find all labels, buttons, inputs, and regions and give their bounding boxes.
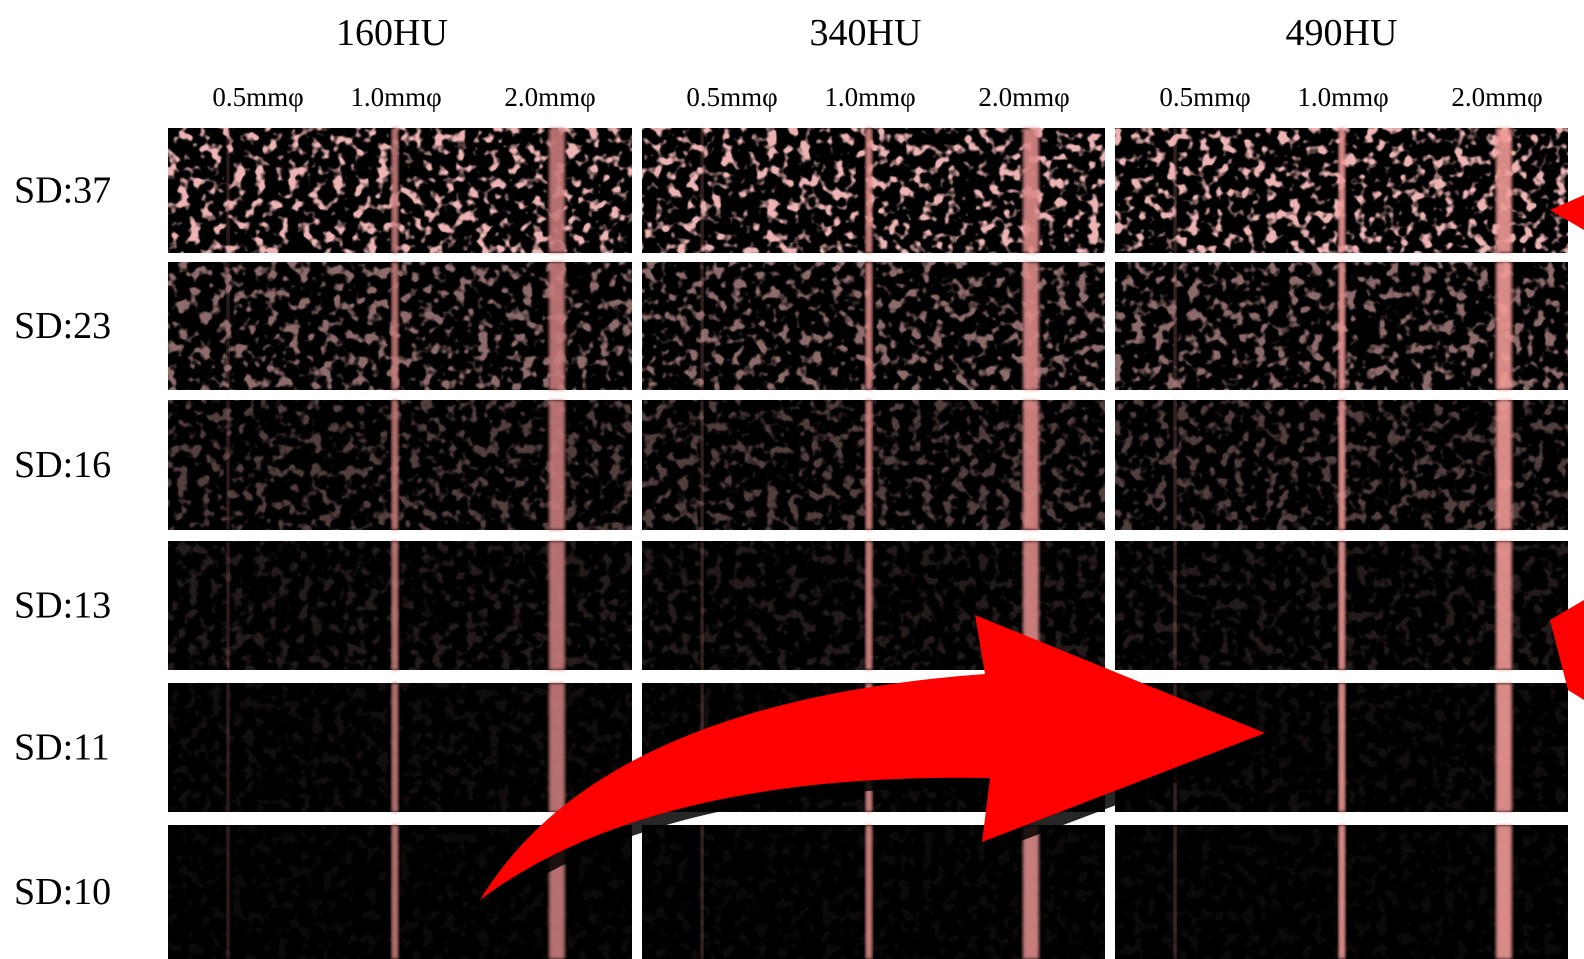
- vessel-label: 1.0mmφ: [350, 82, 441, 112]
- column-title: 340HU: [810, 12, 922, 54]
- vessel-stripe: [549, 683, 565, 812]
- vessel-stripe: [391, 541, 398, 670]
- vessel-stripe: [1023, 262, 1039, 390]
- vessel-stripe: [701, 262, 704, 390]
- vessel-stripe: [549, 541, 565, 670]
- vessel-stripe: [1496, 825, 1512, 959]
- vessel-label: 2.0mmφ: [978, 82, 1069, 112]
- vessel-stripe: [1496, 400, 1512, 530]
- vessel-stripe: [391, 262, 398, 390]
- vessel-label: 2.0mmφ: [1451, 82, 1542, 112]
- vessel-label: 0.5mmφ: [1159, 82, 1250, 112]
- row-label: SD:37: [14, 170, 111, 212]
- vessel-stripe: [701, 825, 704, 959]
- vessel-stripe: [1338, 825, 1345, 959]
- vessel-stripe: [865, 400, 872, 530]
- vessel-label: 1.0mmφ: [824, 82, 915, 112]
- vessel-label: 1.0mmφ: [1297, 82, 1388, 112]
- vessel-stripe: [1174, 128, 1177, 253]
- vessel-stripe: [1496, 128, 1512, 253]
- vessel-stripe: [1174, 262, 1177, 390]
- vessel-stripe: [227, 541, 230, 670]
- vessel-stripe: [549, 262, 565, 390]
- image-panel: [642, 825, 1105, 959]
- image-panel: [1115, 400, 1568, 530]
- vessel-stripe: [1174, 541, 1177, 670]
- vessel-stripe: [391, 128, 398, 253]
- image-panel: [642, 400, 1105, 530]
- vessel-stripe: [1338, 683, 1345, 812]
- vessel-stripe: [1174, 400, 1177, 530]
- vessel-stripe: [865, 825, 872, 959]
- column-title: 160HU: [336, 12, 448, 54]
- vessel-stripe: [1496, 683, 1512, 812]
- vessel-stripe: [1023, 400, 1039, 530]
- vessel-stripe: [1338, 262, 1345, 390]
- vessel-stripe: [1338, 400, 1345, 530]
- image-panel: [1115, 825, 1568, 959]
- image-panel: [642, 128, 1105, 253]
- vessel-stripe: [701, 128, 704, 253]
- row-label: SD:10: [14, 871, 111, 913]
- vessel-stripe: [391, 400, 398, 530]
- image-panel: [168, 541, 632, 670]
- image-panel: [1115, 128, 1568, 253]
- image-panel: [168, 683, 632, 812]
- row-label: SD:11: [14, 727, 110, 769]
- image-panel: [642, 262, 1105, 390]
- vessel-stripe: [227, 825, 230, 959]
- image-panel: [168, 400, 632, 530]
- row-label: SD:13: [14, 585, 111, 627]
- row-label: SD:23: [14, 305, 111, 347]
- vessel-stripe: [865, 262, 872, 390]
- vessel-stripe: [549, 400, 565, 530]
- figure: 160HU 0.5mmφ 1.0mmφ 2.0mmφ 340HU 0.5mmφ 1.0mmφ…: [0, 0, 1584, 959]
- row-label: SD:16: [14, 444, 111, 486]
- vessel-stripe: [1496, 262, 1512, 390]
- column-title: 490HU: [1286, 12, 1398, 54]
- vessel-stripe: [391, 683, 398, 812]
- vessel-stripe: [865, 541, 872, 670]
- vessel-label: 2.0mmφ: [504, 82, 595, 112]
- vessel-stripe: [701, 541, 704, 670]
- vessel-stripe: [227, 400, 230, 530]
- vessel-stripe: [1023, 825, 1039, 959]
- vessel-stripe: [227, 128, 230, 253]
- vessel-stripe: [1174, 825, 1177, 959]
- vessel-stripe: [701, 400, 704, 530]
- image-panel: [1115, 262, 1568, 390]
- image-panel: [1115, 541, 1568, 670]
- vessel-stripe: [227, 262, 230, 390]
- vessel-stripe: [549, 128, 565, 253]
- vessel-stripe: [1338, 128, 1345, 253]
- vessel-stripe: [1338, 541, 1345, 670]
- image-panel: [168, 262, 632, 390]
- vessel-stripe: [227, 683, 230, 812]
- vessel-label: 0.5mmφ: [686, 82, 777, 112]
- vessel-label: 0.5mmφ: [212, 82, 303, 112]
- vessel-stripe: [1023, 128, 1039, 253]
- vessel-stripe: [391, 825, 398, 959]
- vessel-stripe: [1496, 541, 1512, 670]
- image-panel: [168, 128, 632, 253]
- vessel-stripe: [865, 128, 872, 253]
